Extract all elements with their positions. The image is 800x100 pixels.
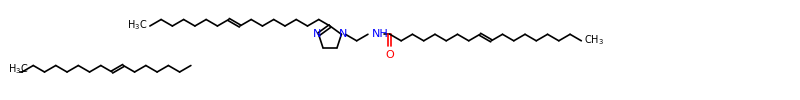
Text: H$_3$C: H$_3$C xyxy=(126,18,147,32)
Text: H$_3$C: H$_3$C xyxy=(8,62,28,76)
Text: O: O xyxy=(386,50,394,60)
Text: CH$_3$: CH$_3$ xyxy=(584,33,604,47)
Text: N: N xyxy=(312,29,321,39)
Text: NH: NH xyxy=(372,29,389,39)
Text: N: N xyxy=(339,29,348,39)
